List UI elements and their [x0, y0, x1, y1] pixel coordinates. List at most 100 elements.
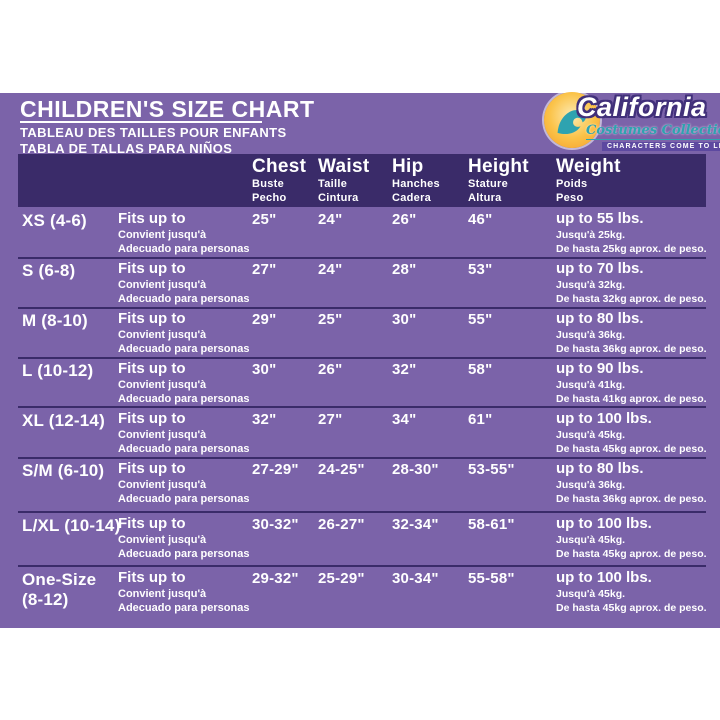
weight-value: up to 80 lbs. Jusqu'à 36kg. De hasta 36k…: [556, 311, 718, 354]
weight-value: up to 100 lbs. Jusqu'à 45kg. De hasta 45…: [556, 516, 718, 559]
fits-text: Fits up to Convient jusqu'à Adecuado par…: [118, 311, 258, 355]
weight-value: up to 80 lbs. Jusqu'à 36kg. De hasta 36k…: [556, 461, 718, 504]
hip-value: 34": [392, 411, 417, 428]
fits-en: Fits up to: [118, 515, 186, 532]
fits-text: Fits up to Convient jusqu'à Adecuado par…: [118, 411, 258, 455]
row-divider: [18, 357, 706, 359]
chest-value: 32": [252, 411, 277, 428]
fits-es: Adecuado para personas: [118, 293, 250, 305]
height-value: 55": [468, 311, 493, 328]
weight-en: up to 55 lbs.: [556, 210, 644, 227]
table-row-xs: XS (4-6) Fits up to Convient jusqu'à Ade…: [0, 211, 720, 261]
chest-value: 27-29": [252, 461, 299, 478]
sun-circle-icon: [544, 92, 600, 148]
weight-en: up to 80 lbs.: [556, 310, 644, 327]
fits-es: Adecuado para personas: [118, 343, 250, 355]
fits-en: Fits up to: [118, 260, 186, 277]
weight-fr: Jusqu'à 45kg.: [556, 588, 626, 600]
page-title: CHILDREN'S SIZE CHART: [20, 96, 315, 122]
fits-es: Adecuado para personas: [118, 393, 250, 405]
column-header-hip: Hip Hanches Cadera: [392, 157, 440, 204]
fits-text: Fits up to Convient jusqu'à Adecuado par…: [118, 361, 258, 405]
chest-value: 27": [252, 261, 277, 278]
hip-value: 26": [392, 211, 417, 228]
size-label: XS (4-6): [22, 211, 87, 230]
height-value: 58": [468, 361, 493, 378]
fits-fr: Convient jusqu'à: [118, 329, 207, 341]
fits-en: Fits up to: [118, 569, 186, 586]
wave-icon: [557, 110, 586, 135]
weight-label-fr: Poids: [556, 178, 588, 190]
fits-fr: Convient jusqu'à: [118, 429, 207, 441]
chest-value: 29": [252, 311, 277, 328]
fits-text: Fits up to Convient jusqu'à Adecuado par…: [118, 211, 258, 255]
waist-value: 25-29": [318, 570, 365, 587]
height-label: Height: [468, 156, 529, 177]
waist-value: 26": [318, 361, 343, 378]
height-label-fr: Stature: [468, 178, 508, 190]
fits-en: Fits up to: [118, 210, 186, 227]
weight-es: De hasta 45kg aprox. de peso.: [556, 601, 707, 614]
height-value: 61": [468, 411, 493, 428]
height-value: 55-58": [468, 570, 515, 587]
table-row-onesize: One-Size (8-12) Fits up to Convient jusq…: [0, 570, 720, 628]
waist-value: 24-25": [318, 461, 365, 478]
waist-label-fr: Taille: [318, 178, 348, 190]
weight-fr: Jusqu'à 45kg.: [556, 429, 626, 441]
fits-fr: Convient jusqu'à: [118, 534, 207, 546]
column-header-weight: Weight Poids Peso: [556, 157, 621, 204]
weight-es: De hasta 25kg aprox. de peso.: [556, 242, 707, 255]
weight-en: up to 90 lbs.: [556, 360, 644, 377]
row-divider: [18, 511, 706, 513]
fits-es: Adecuado para personas: [118, 493, 250, 505]
size-label: L/XL (10-14): [22, 516, 121, 535]
height-value: 46": [468, 211, 493, 228]
row-divider: [18, 257, 706, 259]
fits-fr: Convient jusqu'à: [118, 479, 207, 491]
chest-value: 30-32": [252, 516, 299, 533]
chest-label-fr: Buste: [252, 178, 285, 190]
fits-en: Fits up to: [118, 410, 186, 427]
subtitle-french: TABLEAU DES TAILLES POUR ENFANTS: [20, 125, 287, 140]
weight-value: up to 70 lbs. Jusqu'à 32kg. De hasta 32k…: [556, 261, 718, 304]
table-row-xl: XL (12-14) Fits up to Convient jusqu'à A…: [0, 411, 720, 461]
weight-fr: Jusqu'à 36kg.: [556, 479, 626, 491]
fits-es: Adecuado para personas: [118, 443, 250, 455]
weight-value: up to 90 lbs. Jusqu'à 41kg. De hasta 41k…: [556, 361, 718, 404]
fits-en: Fits up to: [118, 360, 186, 377]
weight-en: up to 100 lbs.: [556, 410, 652, 427]
weight-fr: Jusqu'à 45kg.: [556, 534, 626, 546]
weight-en: up to 80 lbs.: [556, 460, 644, 477]
height-value: 58-61": [468, 516, 515, 533]
weight-es: De hasta 36kg aprox. de peso.: [556, 492, 707, 505]
row-divider: [18, 565, 706, 567]
table-header-band: [18, 154, 706, 207]
chest-value: 29-32": [252, 570, 299, 587]
height-value: 53": [468, 261, 493, 278]
logo-brand-text: California: [577, 92, 707, 122]
weight-en: up to 100 lbs.: [556, 515, 652, 532]
fits-fr: Convient jusqu'à: [118, 229, 207, 241]
fits-en: Fits up to: [118, 310, 186, 327]
fits-en: Fits up to: [118, 460, 186, 477]
hip-label-es: Cadera: [392, 192, 432, 204]
title-underline: [20, 121, 262, 123]
waist-value: 27": [318, 411, 343, 428]
table-row-lxl: L/XL (10-14) Fits up to Convient jusqu'à…: [0, 516, 720, 566]
weight-en: up to 100 lbs.: [556, 569, 652, 586]
fits-es: Adecuado para personas: [118, 548, 250, 560]
waist-value: 25": [318, 311, 343, 328]
weight-es: De hasta 45kg aprox. de peso.: [556, 547, 707, 560]
weight-fr: Jusqu'à 36kg.: [556, 329, 626, 341]
column-header-height: Height Stature Altura: [468, 157, 529, 204]
weight-value: up to 55 lbs. Jusqu'à 25kg. De hasta 25k…: [556, 211, 718, 254]
california-costumes-logo: California Costumes Collection Inc. CHAR…: [544, 90, 720, 152]
fits-text: Fits up to Convient jusqu'à Adecuado par…: [118, 570, 258, 614]
fits-fr: Convient jusqu'à: [118, 588, 207, 600]
size-label: S/M (6-10): [22, 461, 105, 480]
row-divider: [18, 457, 706, 459]
weight-es: De hasta 36kg aprox. de peso.: [556, 342, 707, 355]
row-divider: [18, 307, 706, 309]
size-label: L (10-12): [22, 361, 94, 380]
